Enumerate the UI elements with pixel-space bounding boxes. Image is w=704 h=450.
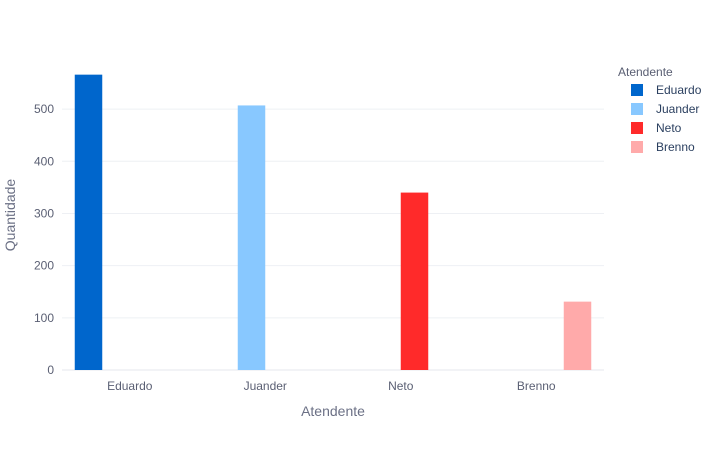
y-axis-ticks: 0 100 200 300 400 500 [34,102,54,377]
x-axis-title: Atendente [301,403,365,419]
legend-label: Eduardo [656,83,702,97]
bars [74,74,592,371]
legend-item-eduardo[interactable]: Eduardo [631,83,702,97]
y-tick-label: 300 [34,206,54,220]
legend-swatch [631,122,643,134]
legend-swatch [631,141,643,153]
legend-swatch [631,103,643,115]
legend-label: Neto [656,121,682,135]
legend-title: Atendente [618,65,673,79]
gridlines [62,108,604,371]
legend-item-neto[interactable]: Neto [631,121,682,135]
x-tick-label: Juander [244,379,287,393]
legend-item-brenno[interactable]: Brenno [631,140,695,154]
y-tick-label: 200 [34,259,54,273]
legend-label: Brenno [656,140,695,154]
y-tick-label: 100 [34,311,54,325]
x-tick-label: Eduardo [107,379,153,393]
x-tick-label: Brenno [517,379,556,393]
bar-neto[interactable] [400,192,429,370]
legend[interactable]: Atendente Eduardo Juander Neto Brenno [618,65,702,154]
legend-swatch [631,84,643,96]
legend-label: Juander [656,102,699,116]
bar-eduardo[interactable] [74,74,103,371]
y-tick-label: 0 [47,363,54,377]
x-tick-label: Neto [388,379,414,393]
y-tick-label: 500 [34,102,54,116]
bar-brenno[interactable] [563,301,592,370]
y-axis-title: Quantidade [2,179,18,252]
legend-item-juander[interactable]: Juander [631,102,699,116]
bar-juander[interactable] [237,105,266,370]
x-axis-ticks: Eduardo Juander Neto Brenno [107,379,556,393]
y-tick-label: 400 [34,154,54,168]
